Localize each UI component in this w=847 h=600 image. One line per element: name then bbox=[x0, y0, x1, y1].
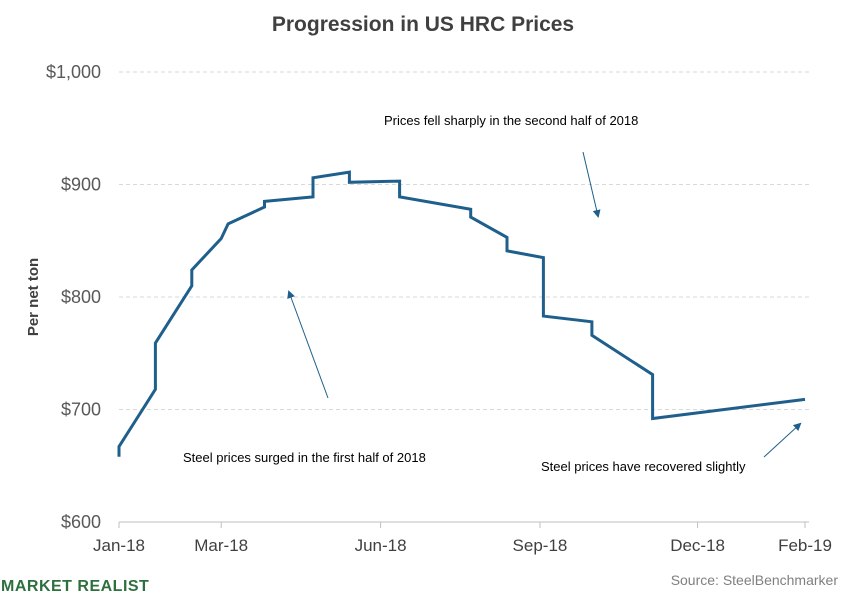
annotation-arrow-recovered bbox=[763, 422, 802, 458]
market-realist-logo: MARKET REALIST bbox=[1, 578, 149, 595]
annotation-fell-sharply: Prices fell sharply in the second half o… bbox=[384, 113, 638, 128]
y-tick-label: $600 bbox=[61, 512, 101, 532]
y-tick-label: $700 bbox=[61, 400, 101, 420]
y-axis-label: Per net ton bbox=[25, 258, 42, 336]
x-tick-label: Sep-18 bbox=[513, 536, 568, 555]
chart-title: Progression in US HRC Prices bbox=[272, 13, 574, 36]
y-tick-label: $900 bbox=[61, 175, 101, 195]
x-tick-label: Jun-18 bbox=[355, 536, 407, 555]
y-tick-label: $1,000 bbox=[46, 62, 101, 82]
source-note: Source: SteelBenchmarker bbox=[671, 572, 839, 588]
y-tick-label: $800 bbox=[61, 287, 101, 307]
annotation-surged: Steel prices surged in the first half of… bbox=[183, 450, 426, 465]
annotation-arrow-fell bbox=[582, 151, 601, 218]
x-tick-label: Mar-18 bbox=[194, 536, 248, 555]
y-axis-ticks: $600 $700 $800 $900 $1,000 bbox=[46, 62, 101, 532]
series-line-hrc-price bbox=[117, 170, 806, 457]
x-tick-label: Dec-18 bbox=[670, 536, 725, 555]
x-tick-label: Jan-18 bbox=[93, 536, 145, 555]
annotation-arrow-surged bbox=[287, 290, 329, 399]
gridlines bbox=[119, 71, 809, 410]
x-axis-ticks: Jan-18 Mar-18 Jun-18 Sep-18 Dec-18 Feb-19 bbox=[93, 522, 832, 555]
annotation-recovered: Steel prices have recovered slightly bbox=[541, 459, 746, 474]
x-tick-label: Feb-19 bbox=[778, 536, 832, 555]
